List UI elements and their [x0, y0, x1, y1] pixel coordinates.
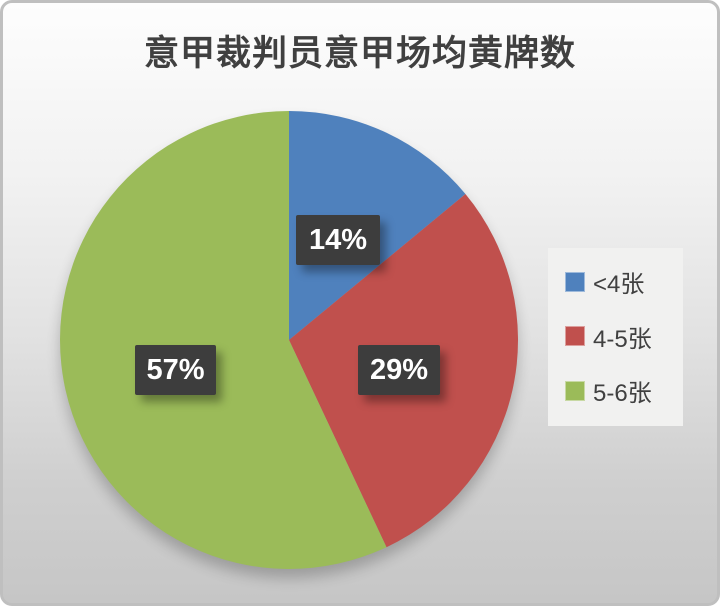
legend-item-2: 4-5张 — [565, 319, 683, 354]
pie-data-label-slice1: 14% — [296, 215, 380, 265]
legend-label-1: <4张 — [593, 271, 645, 298]
legend-item-3: 5-6张 — [565, 373, 683, 408]
legend-swatch-red-icon — [565, 326, 585, 346]
pie-data-label-slice2: 29% — [358, 345, 440, 395]
legend-label-2: 4-5张 — [593, 325, 652, 353]
legend-label-3: 5-6张 — [593, 380, 652, 407]
pie-data-label-slice3: 57% — [135, 345, 216, 395]
pie-slice-3 — [60, 111, 387, 570]
chart-legend: <4张 4-5张 5-6张 — [548, 248, 683, 426]
legend-item-1: <4张 — [565, 264, 683, 299]
chart-title: 意甲裁判员意甲场均黄牌数 — [143, 33, 576, 74]
legend-swatch-green-icon — [565, 380, 585, 401]
legend-swatch-blue-icon — [565, 271, 585, 292]
